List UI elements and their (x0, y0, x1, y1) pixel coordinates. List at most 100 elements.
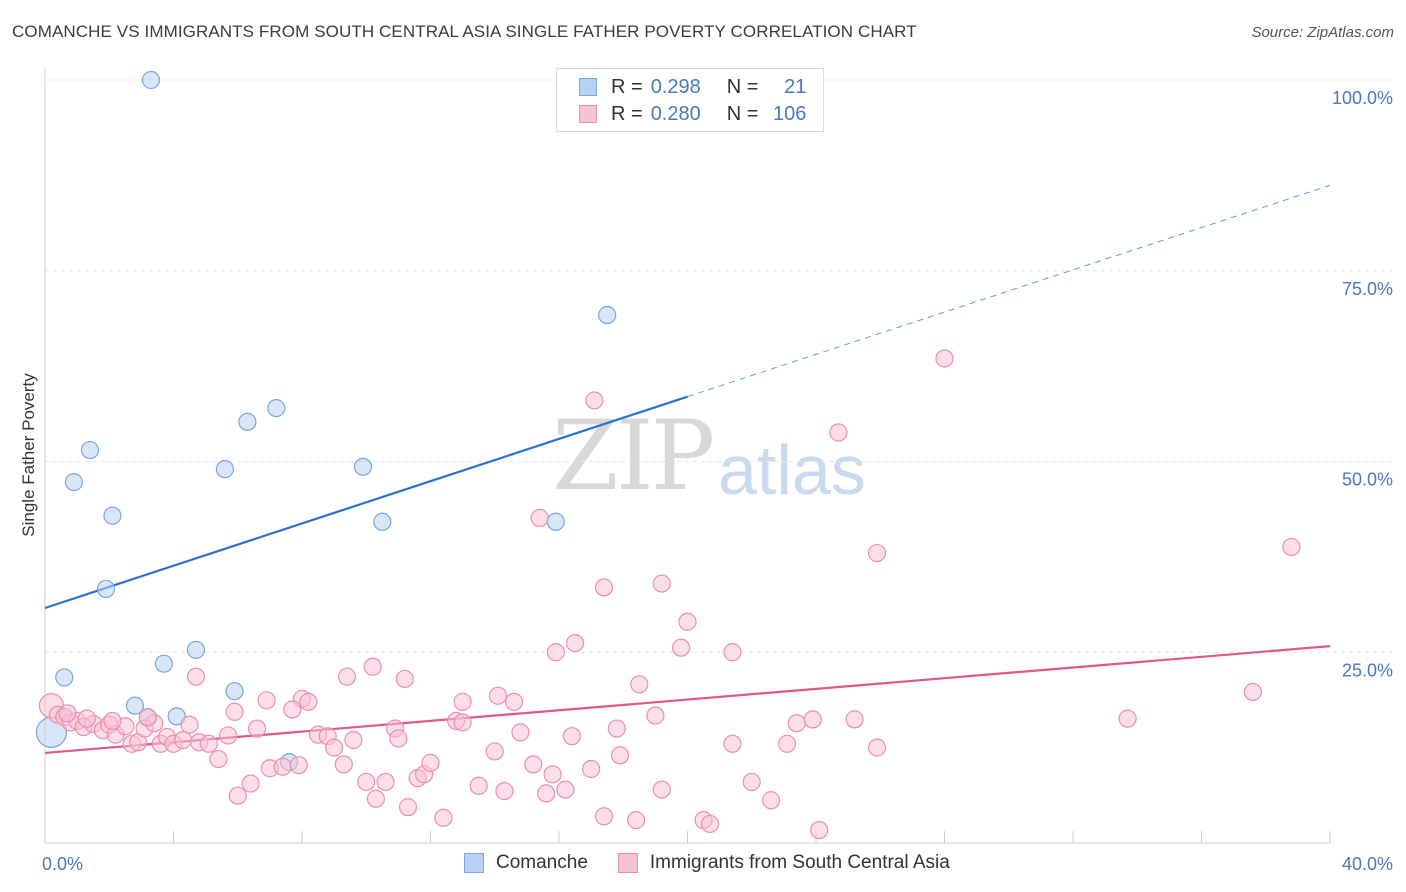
comanche-point-13 (154, 654, 173, 673)
immigrants-point-98 (810, 820, 829, 840)
comanche-point-5 (215, 460, 234, 479)
comanche-point-16 (125, 696, 145, 715)
comanche-point-4 (80, 440, 100, 460)
legend-swatch-comanche (579, 78, 597, 96)
immigrants-point-27 (646, 706, 665, 725)
immigrants-point-71 (421, 753, 440, 772)
immigrants-point-3 (530, 508, 549, 528)
series-name-comanche: Comanche (496, 852, 588, 873)
immigrants-point-103 (138, 708, 157, 727)
immigrants-point-50 (209, 749, 228, 769)
immigrants-point-7 (594, 578, 614, 597)
data-points (35, 70, 1301, 840)
chart-title: COMANCHE VS IMMIGRANTS FROM SOUTH CENTRA… (12, 22, 917, 41)
comanche-point-15 (225, 682, 244, 701)
legend-n-label: N = (726, 75, 759, 98)
immigrants-point-14 (186, 667, 206, 686)
immigrants-point-68 (398, 798, 418, 817)
immigrants-point-76 (485, 742, 504, 761)
immigrants-point-49 (199, 734, 218, 753)
series-legend-immigrants: Immigrants from South Central Asia (617, 852, 950, 874)
y-axis-label: Single Father Poverty (19, 373, 38, 537)
immigrants-point-60 (325, 738, 344, 757)
immigrants-point-84 (582, 759, 601, 779)
immigrants-point-94 (761, 791, 781, 810)
immigrants-point-72 (434, 808, 453, 827)
immigrants-point-61 (334, 755, 353, 774)
immigrants-point-25 (225, 702, 244, 721)
immigrants-point-51 (219, 726, 238, 745)
legend-row-comanche: R = 0.298 N = 21 (579, 74, 806, 100)
immigrants-point-11 (671, 638, 691, 657)
legend-r-value: 0.280 (650, 102, 701, 125)
legend-r-label: R = (611, 75, 643, 98)
series-legend: Comanche Immigrants from South Central A… (464, 852, 980, 874)
immigrants-point-53 (241, 774, 260, 793)
immigrants-point-12 (723, 643, 742, 662)
immigrants-point-78 (511, 723, 530, 742)
series-legend-comanche: Comanche (464, 852, 588, 874)
immigrants-point-23 (488, 686, 508, 705)
immigrants-point-8 (678, 612, 697, 631)
immigrants-point-6 (652, 574, 671, 593)
x-tick-label-1: 40.0% (1342, 854, 1393, 874)
comanche-point-18 (167, 707, 186, 726)
immigrants-point-54 (247, 719, 267, 738)
comanche-point-2 (267, 398, 286, 418)
comanche-point-0 (141, 70, 161, 90)
immigrants-point-95 (777, 734, 797, 753)
legend-n-label: N = (726, 102, 759, 125)
immigrants-point-62 (344, 730, 363, 750)
immigrants-point-81 (543, 765, 562, 784)
immigrants-point-83 (562, 727, 581, 746)
comanche-point-11 (96, 579, 116, 599)
tick-labels: 25.0% 50.0% 75.0% 100.0% 0.0% 40.0% Single Fat… (19, 88, 1393, 874)
watermark-zip: ZIP (552, 400, 715, 512)
legend-row-immigrants: R = 0.280 N = 106 (579, 101, 806, 127)
immigrants-point-17 (630, 675, 649, 694)
immigrants-point-15 (337, 667, 357, 686)
immigrants-point-64 (366, 789, 385, 808)
immigrants-point-93 (742, 772, 761, 792)
immigrants-point-26 (283, 700, 302, 719)
immigrants-point-100 (867, 738, 887, 757)
immigrants-point-4 (867, 543, 887, 563)
immigrants-point-91 (700, 814, 720, 834)
immigrants-point-21 (299, 692, 318, 711)
y-tick-label-0: 25.0% (1342, 660, 1393, 680)
immigrants-point-47 (180, 715, 199, 734)
immigrants-point-13 (363, 657, 382, 676)
comanche-trend-line (44, 395, 688, 610)
comanche-point-10 (546, 512, 565, 531)
immigrants-point-1 (585, 391, 604, 410)
comanche-trend-extension (687, 184, 1331, 398)
series-swatch-immigrants (617, 853, 638, 873)
immigrants-point-101 (1118, 709, 1137, 728)
immigrants-point-82 (556, 780, 575, 799)
immigrants-point-9 (565, 633, 585, 653)
comanche-point-8 (103, 506, 122, 525)
immigrants-point-63 (357, 772, 376, 792)
immigrants-point-87 (607, 719, 626, 738)
immigrants-point-22 (453, 692, 472, 711)
comanche-point-6 (353, 457, 373, 476)
comanche-point-3 (238, 412, 257, 431)
series-name-immigrants: Immigrants from South Central Asia (649, 852, 950, 873)
immigrants-point-18 (1243, 682, 1263, 702)
immigrants-point-97 (803, 710, 822, 729)
comanche-point-12 (186, 640, 206, 660)
comanche-point-14 (55, 668, 74, 687)
immigrants-point-65 (376, 772, 395, 792)
immigrants-point-105 (77, 709, 96, 728)
immigrants-point-102 (103, 711, 122, 731)
axes (44, 68, 1331, 844)
grid-lines (45, 79, 1392, 653)
legend-n-value: 106 (773, 102, 807, 125)
immigrants-point-52 (228, 786, 247, 805)
immigrants-point-92 (723, 734, 742, 753)
immigrants-point-104 (58, 704, 77, 723)
legend-swatch-immigrants (579, 105, 597, 123)
comanche-point-9 (373, 512, 392, 531)
y-tick-label-2: 75.0% (1342, 279, 1393, 299)
immigrants-point-99 (845, 710, 864, 729)
